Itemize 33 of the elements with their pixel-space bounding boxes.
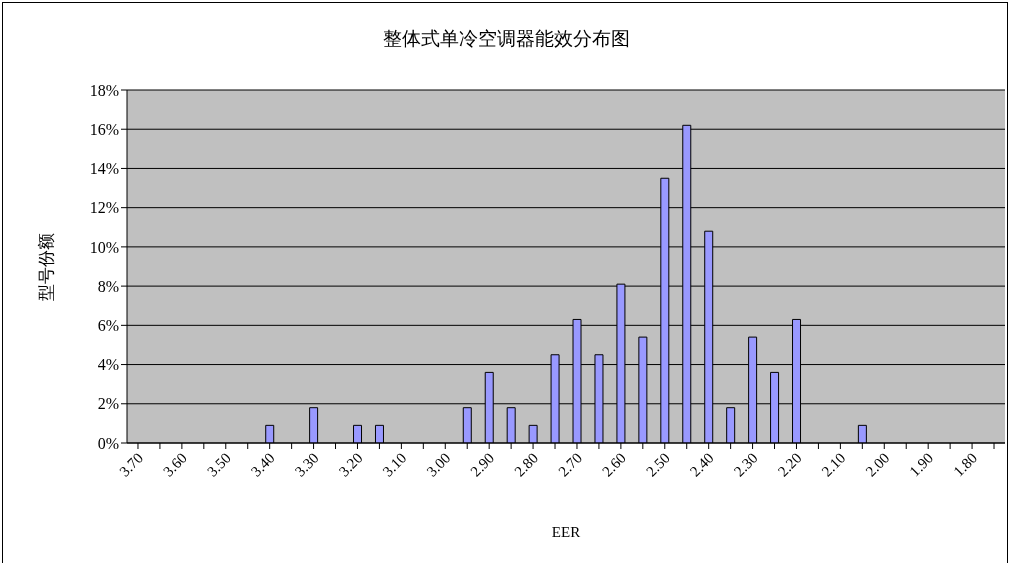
y-tick-label: 2% bbox=[97, 395, 119, 413]
x-axis-title: EER bbox=[550, 524, 582, 541]
x-tick-label: 3.00 bbox=[423, 449, 454, 480]
x-tick-label: 2.80 bbox=[511, 449, 542, 480]
x-tick-label: 2.30 bbox=[730, 449, 761, 480]
x-tick-label: 2.50 bbox=[643, 449, 673, 480]
x-tick-label: 1.90 bbox=[906, 449, 937, 480]
x-tick-label: 2.40 bbox=[686, 449, 717, 480]
x-tick-label: 2.90 bbox=[467, 449, 498, 480]
x-tick-label: 2.70 bbox=[555, 449, 586, 480]
y-tick-label: 6% bbox=[97, 317, 119, 335]
chart-title: 整体式单冷空调器能效分布图 bbox=[381, 27, 631, 51]
y-axis-title: 型号份额 bbox=[35, 231, 57, 303]
x-tick-label: 3.50 bbox=[204, 449, 234, 480]
y-tick-label: 18% bbox=[89, 81, 119, 99]
x-tick-label: 3.10 bbox=[379, 449, 410, 480]
y-tick-label: 4% bbox=[97, 356, 119, 374]
y-tick-label: 12% bbox=[89, 199, 119, 217]
x-tick-label: 3.30 bbox=[291, 449, 322, 480]
x-tick-label: 3.40 bbox=[247, 449, 278, 480]
y-tick-label: 0% bbox=[97, 434, 119, 452]
x-tick-label: 2.60 bbox=[599, 449, 629, 480]
x-tick-label: 2.10 bbox=[818, 449, 849, 480]
y-tick-label: 10% bbox=[89, 238, 119, 256]
x-tick-label: 3.60 bbox=[160, 449, 190, 480]
y-tick-label: 14% bbox=[89, 160, 119, 178]
x-tick-label: 2.20 bbox=[774, 449, 805, 480]
x-tick-label: 3.70 bbox=[116, 449, 147, 480]
y-tick-label: 8% bbox=[97, 277, 119, 295]
x-tick-label: 1.80 bbox=[950, 449, 981, 480]
x-tick-label: 2.00 bbox=[862, 449, 893, 480]
y-tick-label: 16% bbox=[89, 120, 119, 138]
x-tick-label: 3.20 bbox=[335, 449, 366, 480]
